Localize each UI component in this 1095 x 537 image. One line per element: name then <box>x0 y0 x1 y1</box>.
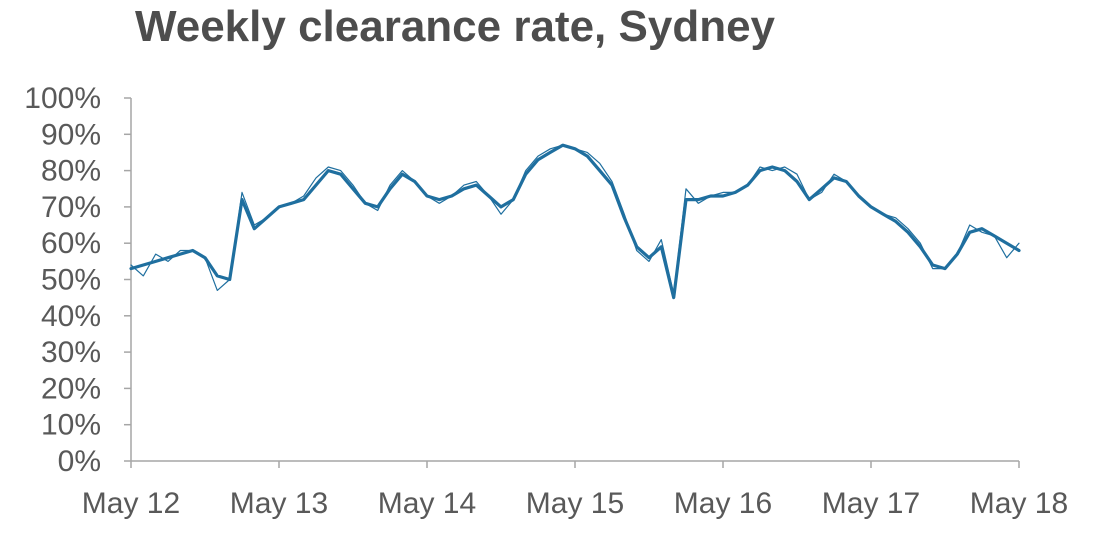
x-tick-label: May 17 <box>822 487 920 520</box>
x-tick-label: May 16 <box>674 487 772 520</box>
y-axis: 0%10% 20%30%40%50% 60%70%80% 90%100% <box>24 82 132 478</box>
chart-title: Weekly clearance rate, Sydney <box>135 2 776 51</box>
y-tick-label: 70% <box>41 191 101 224</box>
series-line-smoothed <box>129 143 1021 300</box>
y-tick-label: 30% <box>41 336 101 369</box>
y-tick-label: 20% <box>41 372 101 405</box>
series-layer <box>129 143 1021 300</box>
y-tick-label: 10% <box>41 409 101 442</box>
y-tick-label: 100% <box>24 82 101 115</box>
x-tick-label: May 15 <box>526 487 624 520</box>
y-tick-label: 50% <box>41 264 101 297</box>
x-axis: May 12 May 13 May 14 May 15 May 16 May 17 May … <box>82 460 1068 520</box>
x-tick-label: May 13 <box>230 487 328 520</box>
y-tick-label: 0% <box>58 445 101 478</box>
x-tick-label: May 12 <box>82 487 180 520</box>
x-tick-label: May 14 <box>378 487 476 520</box>
y-tick-label: 90% <box>41 118 101 151</box>
y-tick-label: 60% <box>41 227 101 260</box>
y-tick-label: 40% <box>41 300 101 333</box>
x-tick-label: May 18 <box>970 487 1068 520</box>
y-tick-label: 80% <box>41 155 101 188</box>
